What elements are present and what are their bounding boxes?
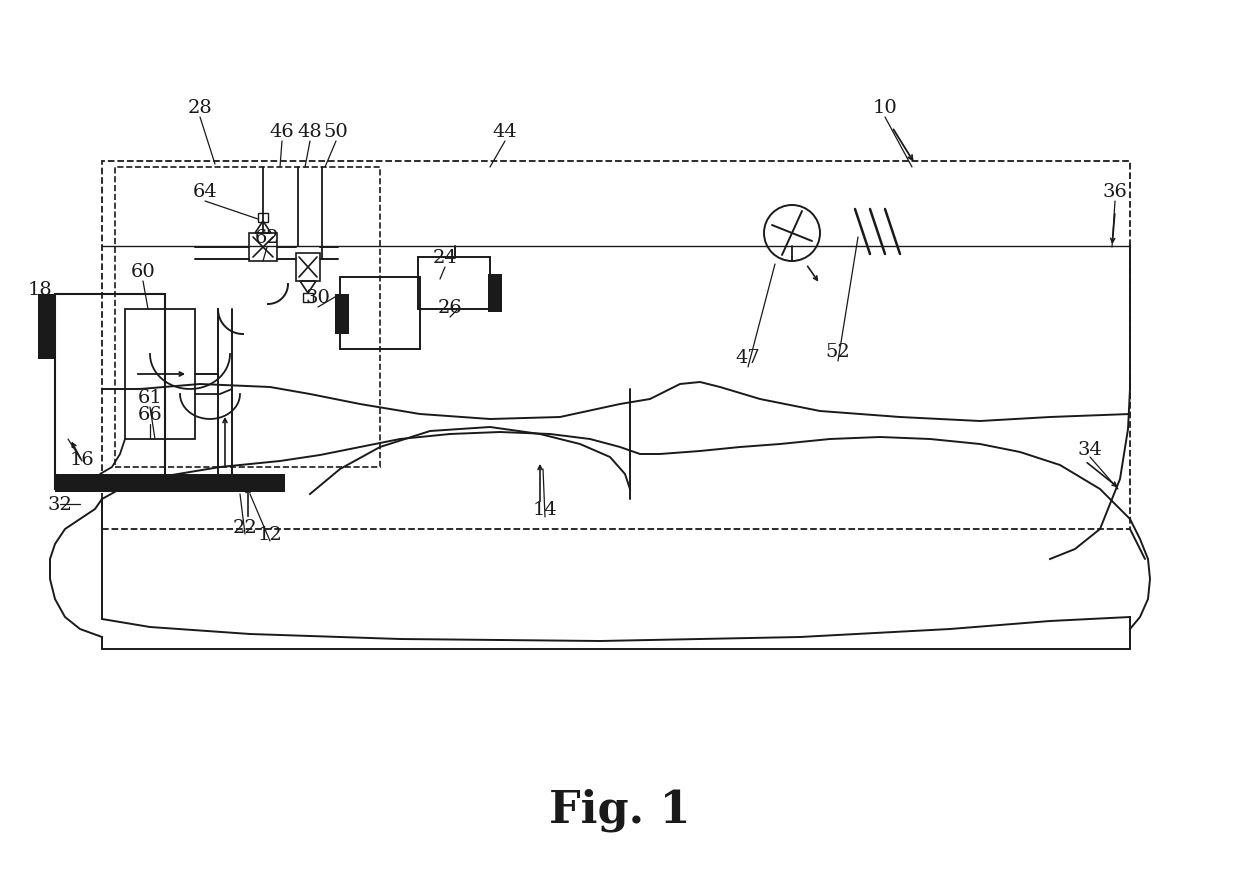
Text: 26: 26 (438, 299, 463, 316)
Text: 32: 32 (47, 495, 72, 513)
Text: 44: 44 (492, 123, 517, 141)
Text: 48: 48 (298, 123, 322, 141)
Bar (249, 234, 277, 261)
Bar (489, 275, 502, 313)
Bar (258, 214, 268, 222)
Bar (335, 295, 348, 335)
Bar (55, 475, 285, 493)
Bar (115, 167, 379, 468)
Text: 18: 18 (27, 281, 52, 299)
Text: 34: 34 (1078, 440, 1102, 458)
Text: 60: 60 (130, 263, 155, 281)
Text: 28: 28 (187, 99, 212, 117)
Text: 66: 66 (138, 406, 162, 424)
Text: 30: 30 (305, 289, 330, 307)
Text: 50: 50 (324, 123, 348, 141)
Bar (418, 258, 490, 309)
Text: 52: 52 (826, 343, 851, 361)
Text: 61: 61 (138, 389, 162, 407)
Text: 64: 64 (192, 183, 217, 201)
Bar (38, 295, 56, 360)
Text: 16: 16 (69, 450, 94, 469)
Bar (296, 253, 320, 282)
Bar (340, 277, 420, 350)
Text: 22: 22 (233, 518, 258, 536)
Text: 62: 62 (254, 229, 279, 246)
Text: 14: 14 (533, 501, 557, 518)
Bar (102, 162, 1130, 530)
Text: 46: 46 (269, 123, 294, 141)
Text: 36: 36 (1102, 183, 1127, 201)
Text: 24: 24 (433, 249, 458, 267)
Bar (55, 295, 165, 489)
Text: 12: 12 (258, 525, 283, 543)
Text: 47: 47 (735, 348, 760, 367)
Text: Fig. 1: Fig. 1 (549, 788, 691, 831)
Bar (303, 293, 312, 303)
Bar (125, 309, 195, 439)
Text: 10: 10 (873, 99, 898, 117)
